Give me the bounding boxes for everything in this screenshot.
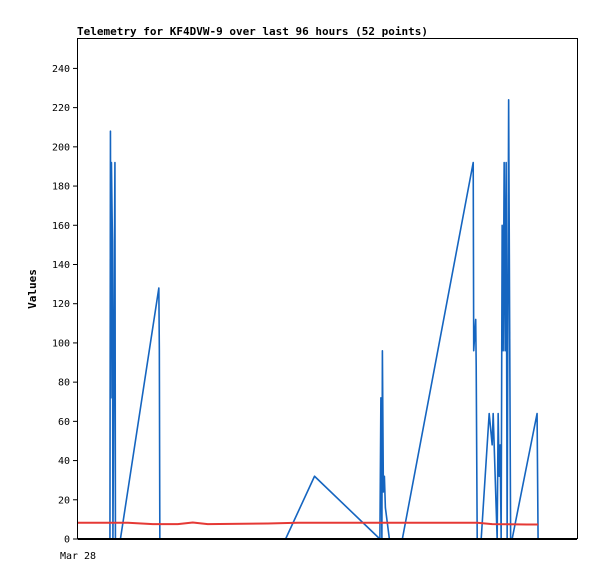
y-tick-label: 20 [58,495,70,506]
series-line-1 [78,521,539,526]
y-axis: 0 20 40 60 80 100 120 140 160 180 200 220 240 [52,64,78,546]
series-line-0 [109,98,539,540]
series-layer [78,98,577,540]
y-tick-label: 240 [52,64,70,75]
y-tick-label: 0 [64,535,70,546]
chart-title: Telemetry for KF4DVW-9 over last 96 hour… [77,25,428,38]
y-tick-label: 120 [52,299,70,310]
y-tick-label: 40 [58,456,70,467]
y-tick-label: 200 [52,142,70,153]
x-tick-label: Mar 28 [60,551,96,562]
y-tick-label: 160 [52,221,70,232]
y-axis-label: Values [26,269,39,309]
y-tick-label: 180 [52,182,70,193]
y-tick-label: 100 [52,338,70,349]
y-tick-label: 80 [58,378,70,389]
y-tick-label: 140 [52,260,70,271]
y-tick-label: 60 [58,417,70,428]
y-tick-label: 220 [52,103,70,114]
x-axis: Mar 28 [60,551,96,562]
